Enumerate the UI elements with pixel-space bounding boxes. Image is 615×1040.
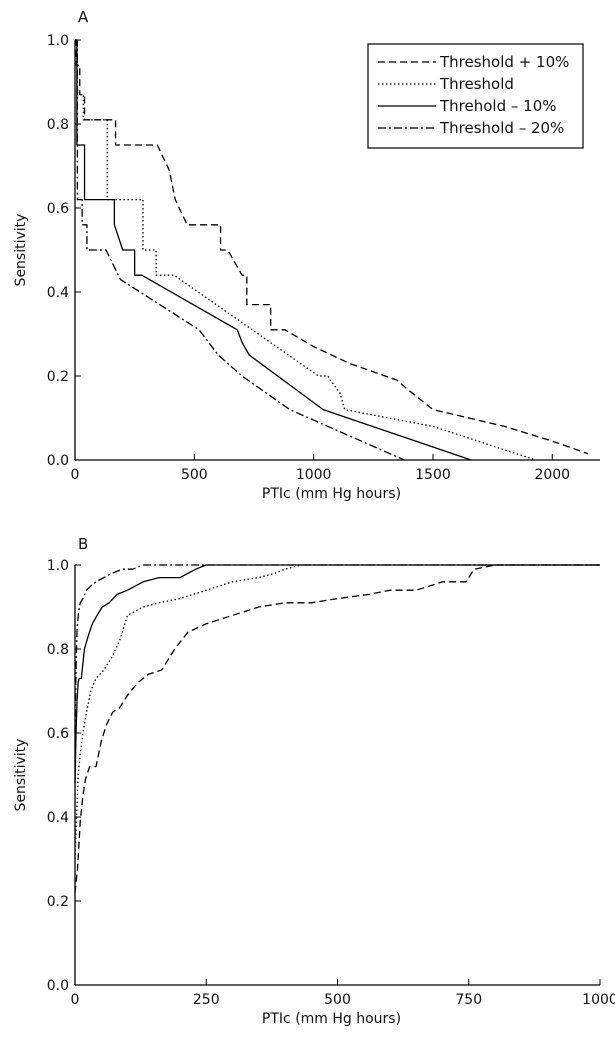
panel-a-series-threshold-minus-20 xyxy=(75,39,405,461)
panel-b-series-threshold-minus-10 xyxy=(74,564,600,784)
panel-a-x-tick-label: 0 xyxy=(71,467,80,483)
panel-a-x-tick-label: 2000 xyxy=(534,467,570,483)
panel-a-x-tick-label: 500 xyxy=(181,467,208,483)
panel-b-series-threshold-plus-10 xyxy=(74,564,600,893)
panel-a-series-threshold xyxy=(75,39,536,461)
panel-b-plot-area: 0.0 0.2 0.4 0.6 0.8 1.0 0 250 500 750 1000 PTIc (mm… xyxy=(13,558,615,1027)
legend-label-threshold-minus-20: Threshold – 20% xyxy=(439,119,564,137)
panel-a-y-tick-label: 1.0 xyxy=(47,33,69,49)
panel-a-y-tick-label: 0.8 xyxy=(47,117,69,133)
panel-a-legend: Threshold + 10% Threshold Threhold – 10%… xyxy=(367,43,584,149)
legend-label-threshold-plus-10: Threshold + 10% xyxy=(439,53,569,71)
panel-b-y-tick-label: 0.8 xyxy=(47,642,69,658)
panel-b-y-tick-label: 1.0 xyxy=(47,558,69,574)
panel-a-x-tick-label: 1000 xyxy=(296,467,332,483)
panel-a-y-axis-title: Sensitivity xyxy=(13,214,29,287)
legend-box xyxy=(367,43,584,149)
panel-a-y-tick-label: 0.2 xyxy=(47,369,69,385)
panel-a-y-tick-label: 0.0 xyxy=(47,453,69,469)
panel-b-y-tick-label: 0.4 xyxy=(47,810,69,826)
panel-b-x-tick-label: 750 xyxy=(455,992,482,1008)
panel-b-y-axis-title: Sensitivity xyxy=(13,739,29,812)
legend-label-threshold: Threshold xyxy=(439,75,514,93)
panel-a-label: A xyxy=(78,8,89,26)
panel-a-series-threshold-plus-10 xyxy=(75,39,589,455)
panel-a-x-axis-title: PTIc (mm Hg hours) xyxy=(262,486,401,502)
panel-a-x-tick-label: 1500 xyxy=(415,467,451,483)
panel-b-y-tick-label: 0.6 xyxy=(47,726,69,742)
panel-b-x-tick-label: 500 xyxy=(324,992,351,1008)
panel-a-series-threshold-minus-10 xyxy=(75,39,472,461)
panel-b-x-tick-label: 0 xyxy=(71,992,80,1008)
panel-b-y-tick-label: 0.0 xyxy=(47,978,69,994)
panel-b-series-threshold xyxy=(74,564,600,860)
panel-b-series-threshold-minus-20 xyxy=(74,564,600,734)
panel-a-y-tick-label: 0.4 xyxy=(47,285,69,301)
panel-b-x-axis-title: PTIc (mm Hg hours) xyxy=(262,1011,401,1027)
panel-b-chart: B 0.0 0.2 0.4 0.6 0.8 1.0 0 250 500 750 1000 PTIc (… xyxy=(13,535,615,1027)
legend-label-threshold-minus-10: Threhold – 10% xyxy=(439,97,556,115)
panel-b-x-tick-label: 250 xyxy=(193,992,220,1008)
panel-a-y-tick-label: 0.6 xyxy=(47,201,69,217)
panel-b-x-tick-label: 1000 xyxy=(582,992,615,1008)
panel-b-y-tick-label: 0.2 xyxy=(47,894,69,910)
panel-a-chart: A 0.0 0.2 0.4 0.6 0.8 1.0 0 500 1000 1500 2000 PTIc… xyxy=(13,8,600,502)
panel-a-plot-area: 0.0 0.2 0.4 0.6 0.8 1.0 0 500 1000 1500 2000 PTIc (… xyxy=(13,33,600,502)
panel-b-label: B xyxy=(78,535,88,553)
